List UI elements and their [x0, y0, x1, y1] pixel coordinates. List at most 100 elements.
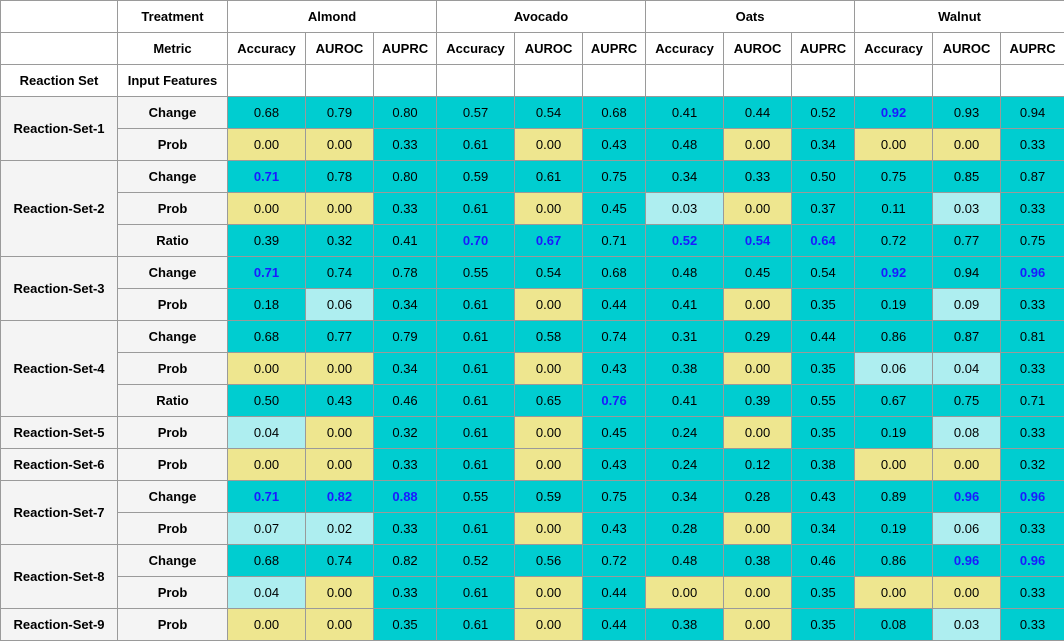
empty-header-cell [227, 64, 306, 97]
table-row: Reaction-Set-6 Prob 0.00 0.00 0.33 0.61 0.00 0.… [0, 448, 1064, 481]
value-cell: 0.56 [514, 544, 584, 577]
value-cell: 0.33 [372, 128, 438, 161]
value-text: 0.77 [326, 329, 353, 344]
value-cell: 0.54 [514, 256, 584, 289]
value-text: 0.86 [880, 553, 907, 568]
value-cell: 0.85 [932, 160, 1002, 193]
value-text: 0.88 [392, 489, 418, 504]
header-row-input: Reaction Set Input Features [0, 64, 1064, 97]
value-text: 0.00 [880, 457, 907, 472]
value-cell: 0.00 [305, 448, 374, 481]
value-cell: 0.46 [372, 384, 438, 417]
value-text: 0.75 [953, 393, 980, 408]
value-text: 0.71 [253, 169, 280, 184]
empty-header-cell [791, 64, 856, 97]
value-cell: 0.43 [305, 384, 374, 417]
empty-header-cell [305, 64, 374, 97]
value-cell: 0.34 [372, 288, 438, 321]
input-feature-label: Change [117, 480, 228, 513]
reaction-set-label: Reaction-Set-5 [0, 416, 118, 449]
value-text: 0.68 [253, 553, 280, 568]
value-cell: 0.33 [1000, 192, 1064, 225]
value-text: 0.00 [326, 585, 353, 600]
value-cell: 0.92 [854, 96, 934, 129]
input-features-header: Input Features [117, 64, 228, 97]
value-text: 0.82 [326, 489, 353, 504]
value-cell: 0.00 [305, 192, 374, 225]
value-text: 0.48 [671, 553, 698, 568]
empty-header-cell [514, 64, 584, 97]
value-cell: 0.86 [854, 320, 934, 353]
metric-auprc: AUPRC [372, 32, 438, 65]
value-text: 0.12 [744, 457, 771, 472]
value-cell: 0.31 [645, 320, 725, 353]
value-cell: 0.46 [791, 544, 856, 577]
value-text: 0.52 [810, 105, 836, 120]
value-cell: 0.32 [372, 416, 438, 449]
table-body: Reaction-Set-1 Change 0.68 0.79 0.80 0.57 0.54… [0, 96, 1064, 641]
value-text: 0.06 [880, 361, 907, 376]
value-text: 0.74 [326, 265, 353, 280]
value-text: 0.32 [326, 233, 353, 248]
value-text: 0.19 [880, 425, 907, 440]
value-cell: 0.33 [1000, 352, 1064, 385]
value-cell: 0.38 [645, 352, 725, 385]
input-feature-label: Prob [117, 128, 228, 161]
value-text: 0.35 [810, 361, 836, 376]
value-cell: 0.00 [723, 192, 793, 225]
value-cell: 0.00 [514, 192, 584, 225]
value-text: 0.34 [671, 489, 698, 504]
value-cell: 0.06 [305, 288, 374, 321]
value-text: 0.00 [326, 201, 353, 216]
value-text: 0.78 [326, 169, 353, 184]
metric-auroc: AUROC [305, 32, 374, 65]
value-text: 0.74 [601, 329, 627, 344]
value-text: 0.79 [326, 105, 353, 120]
value-text: 0.94 [1019, 105, 1046, 120]
value-text: 0.06 [953, 521, 980, 536]
value-text: 0.00 [535, 425, 562, 440]
value-cell: 0.02 [305, 512, 374, 545]
value-cell: 0.74 [582, 320, 647, 353]
value-text: 0.00 [535, 361, 562, 376]
value-cell: 0.32 [305, 224, 374, 257]
value-text: 0.00 [744, 425, 771, 440]
value-cell: 0.35 [372, 608, 438, 641]
value-text: 0.38 [671, 361, 698, 376]
table-row: Reaction-Set-2 Change 0.71 0.78 0.80 0.59 0.61… [0, 160, 1064, 257]
metric-auprc: AUPRC [582, 32, 647, 65]
value-cell: 0.44 [723, 96, 793, 129]
metric-auroc: AUROC [514, 32, 584, 65]
value-cell: 0.29 [723, 320, 793, 353]
value-cell: 0.07 [227, 512, 306, 545]
value-cell: 0.04 [227, 576, 306, 609]
value-text: 0.41 [392, 233, 418, 248]
value-text: 0.61 [462, 329, 489, 344]
value-text: 0.04 [953, 361, 980, 376]
value-text: 0.33 [1019, 617, 1046, 632]
value-text: 0.32 [1019, 457, 1046, 472]
empty-corner [0, 32, 118, 65]
value-cell: 0.65 [514, 384, 584, 417]
value-text: 0.71 [1019, 393, 1046, 408]
value-text: 0.96 [1019, 265, 1046, 280]
value-cell: 0.61 [436, 128, 516, 161]
value-text: 0.39 [744, 393, 771, 408]
value-cell: 0.88 [372, 480, 438, 513]
value-cell: 0.52 [645, 224, 725, 257]
value-text: 0.41 [671, 393, 698, 408]
value-cell: 0.75 [582, 480, 647, 513]
value-cell: 0.24 [645, 448, 725, 481]
value-cell: 0.61 [436, 608, 516, 641]
value-text: 0.61 [462, 585, 489, 600]
value-cell: 0.33 [372, 512, 438, 545]
group-header-avocado: Avocado [436, 0, 647, 33]
value-cell: 0.00 [723, 608, 793, 641]
value-cell: 0.37 [791, 192, 856, 225]
value-cell: 0.61 [514, 160, 584, 193]
value-text: 0.61 [462, 393, 489, 408]
metric-auprc: AUPRC [791, 32, 856, 65]
value-cell: 0.79 [305, 96, 374, 129]
value-cell: 0.72 [854, 224, 934, 257]
